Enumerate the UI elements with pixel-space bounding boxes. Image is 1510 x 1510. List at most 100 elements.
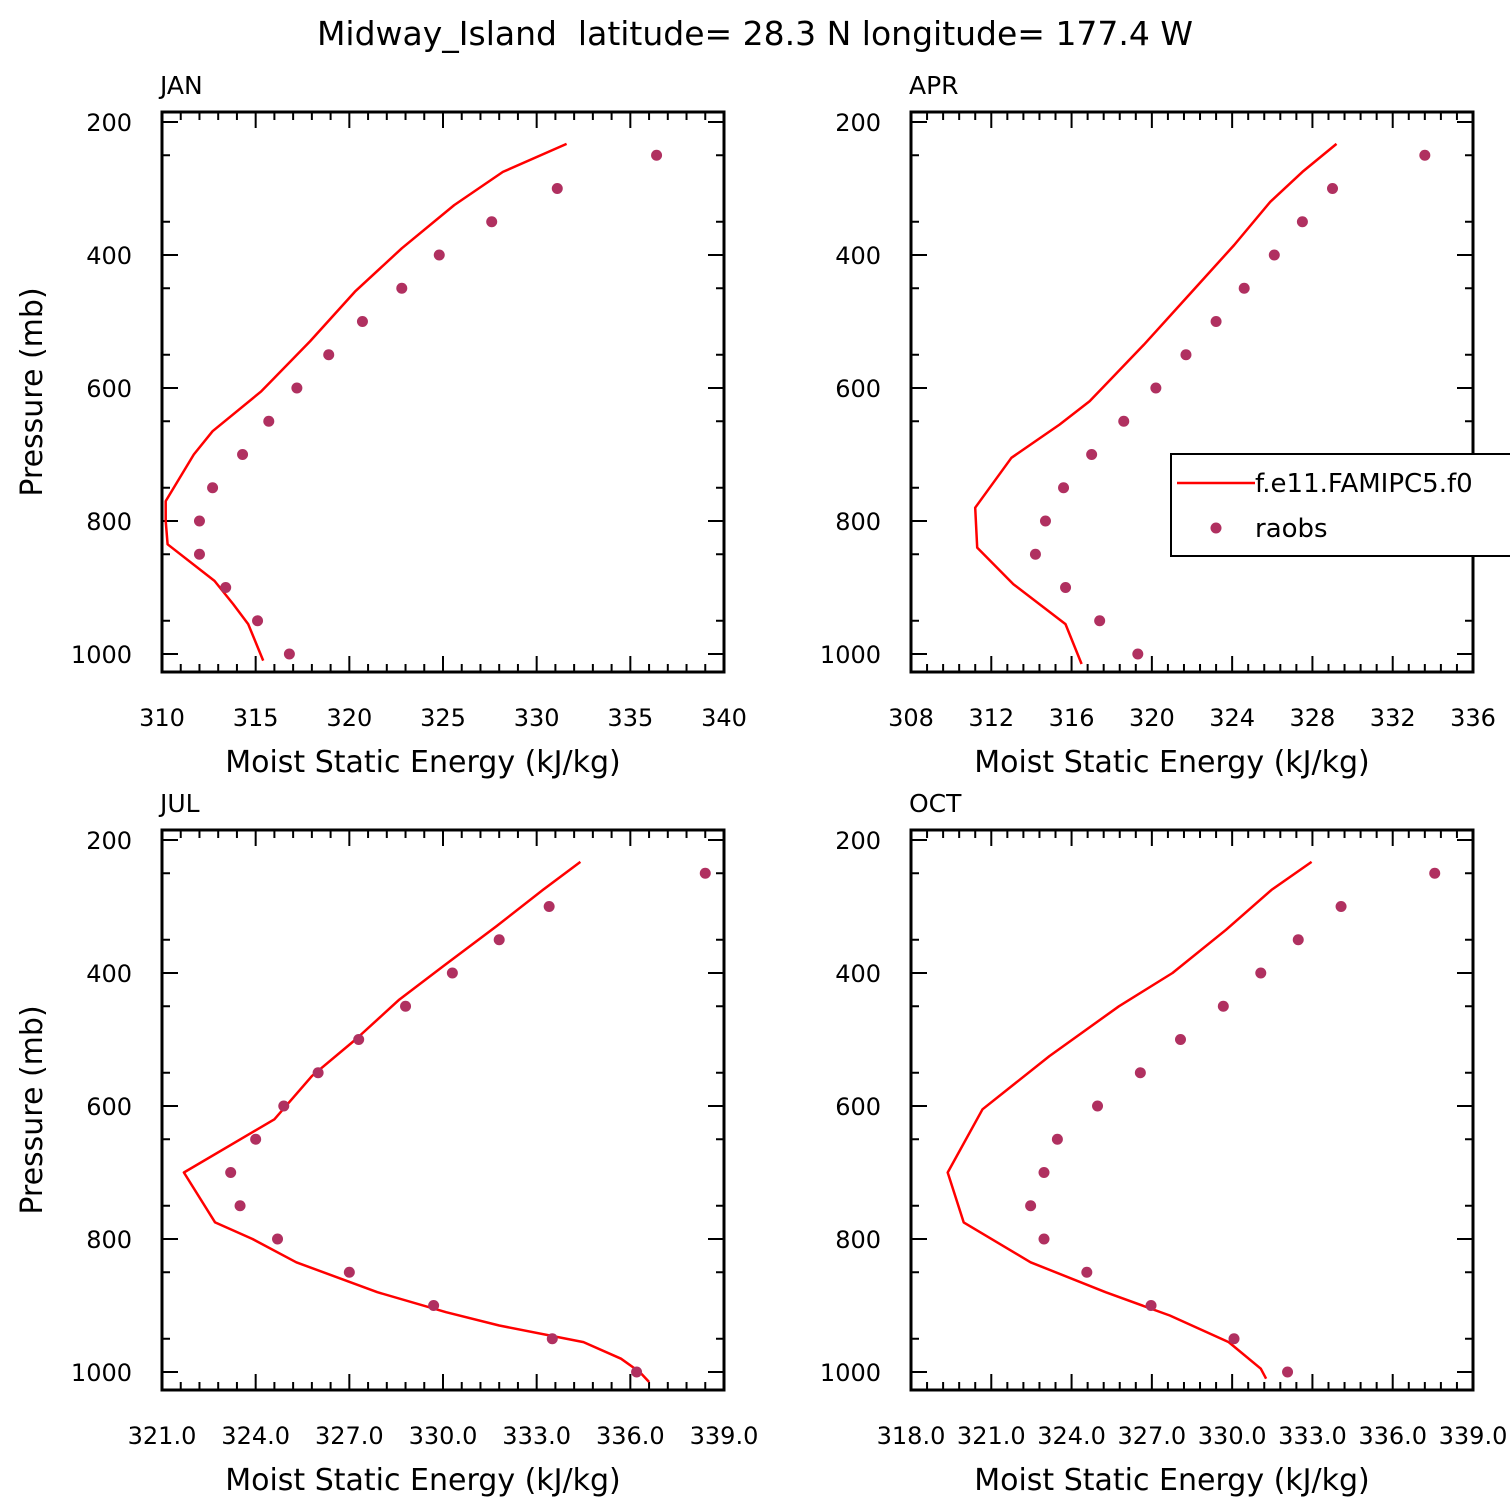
raobs-point xyxy=(252,615,264,627)
x-tick-label: 320 xyxy=(1129,704,1175,732)
panel-oct: OCT 318.0 321.0 324.0 327.0 330.0 333.0 336.0 33… xyxy=(820,789,1507,1498)
raobs-point xyxy=(551,183,563,194)
panel-label: JAN xyxy=(158,71,203,100)
raobs-point xyxy=(1038,1233,1050,1245)
y-tick-label: 1000 xyxy=(820,1359,881,1387)
raobs-point xyxy=(1327,183,1338,194)
raobs-point xyxy=(278,1100,290,1112)
x-tick-label: 335 xyxy=(607,704,653,732)
raobs-point xyxy=(1145,1300,1157,1311)
y-tick-label: 600 xyxy=(835,375,881,403)
raobs-point xyxy=(1086,449,1098,460)
raobs-point xyxy=(272,1233,284,1245)
x-tick-label: 310 xyxy=(139,704,185,732)
x-tick-label: 316 xyxy=(1049,704,1095,732)
x-tick-label: 312 xyxy=(968,704,1014,732)
panel-jul: JUL 321.0 324.0 327.0 330.0 333.0 336.0 339.0 20… xyxy=(15,789,758,1498)
x-tick-label: 324 xyxy=(1209,704,1255,732)
panel-jan: JAN 310 315 320 325 330 335 340 200 400 600 800 1000… xyxy=(15,71,747,780)
raobs-point xyxy=(1038,1167,1050,1178)
plot-area xyxy=(946,860,1441,1380)
x-tick-label: 324.0 xyxy=(221,1422,290,1450)
raobs-point xyxy=(1174,1034,1186,1045)
panel-label: OCT xyxy=(909,789,962,818)
panel-apr: APR 308 312 316 320 324 328 332 336 200 400 600 800 1… xyxy=(820,71,1510,780)
x-axis-label: Moist Static Energy (kJ/kg) xyxy=(225,1463,621,1498)
x-tick-label: 330.0 xyxy=(409,1422,478,1450)
raobs-point xyxy=(283,648,295,660)
raobs-point xyxy=(353,1034,365,1045)
model-line xyxy=(973,142,1338,665)
y-tick-label: 800 xyxy=(86,1226,132,1254)
raobs-point xyxy=(631,1366,643,1378)
plot-frame xyxy=(160,828,726,1392)
y-tick-label: 1000 xyxy=(71,1359,132,1387)
model-line xyxy=(182,860,651,1383)
raobs-point xyxy=(1092,1100,1104,1112)
x-tick-label: 324.0 xyxy=(1037,1422,1106,1450)
raobs-point xyxy=(250,1133,262,1145)
raobs-point xyxy=(323,349,335,361)
raobs-point xyxy=(1025,1200,1037,1212)
x-tick-label: 327.0 xyxy=(315,1422,384,1450)
raobs-point xyxy=(1180,349,1192,361)
legend-marker-swatch xyxy=(1210,522,1222,534)
y-tick-label: 400 xyxy=(835,242,881,270)
x-tick-label: 339.0 xyxy=(690,1422,759,1450)
y-tick-label: 400 xyxy=(86,960,132,988)
raobs-point xyxy=(1429,867,1441,879)
plot-area xyxy=(182,860,711,1383)
raobs-point xyxy=(263,415,275,427)
raobs-point xyxy=(396,282,408,294)
raobs-point xyxy=(1134,1067,1146,1079)
y-tick-label: 400 xyxy=(835,960,881,988)
raobs-point xyxy=(1051,1133,1063,1145)
legend: f.e11.FAMIPC5.f0 raobs xyxy=(1170,453,1510,557)
y-tick-label: 200 xyxy=(835,827,881,855)
raobs-point xyxy=(1238,282,1250,294)
x-tick-label: 333.0 xyxy=(502,1422,571,1450)
legend-label-obs: raobs xyxy=(1255,514,1328,544)
model-line xyxy=(946,860,1313,1380)
raobs-point xyxy=(1060,582,1072,593)
raobs-point xyxy=(433,249,445,261)
x-tick-label: 340 xyxy=(701,704,747,732)
raobs-point xyxy=(1132,648,1144,660)
x-tick-label: 330 xyxy=(514,704,560,732)
raobs-point xyxy=(1029,548,1041,560)
legend-label-model: f.e11.FAMIPC5.f0 xyxy=(1255,469,1473,499)
y-tick-label: 1000 xyxy=(820,641,881,669)
raobs-point xyxy=(1094,615,1106,627)
raobs-point xyxy=(699,867,711,879)
raobs-point xyxy=(1150,382,1162,394)
raobs-point xyxy=(428,1300,440,1311)
y-tick-label: 800 xyxy=(835,508,881,536)
x-tick-label: 332 xyxy=(1370,704,1416,732)
raobs-point xyxy=(1292,934,1304,946)
raobs-point xyxy=(1419,149,1431,161)
x-tick-label: 336.0 xyxy=(596,1422,665,1450)
y-tick-label: 800 xyxy=(86,508,132,536)
plot-frame xyxy=(909,110,1475,674)
raobs-point xyxy=(234,1200,246,1212)
raobs-point xyxy=(1255,967,1267,979)
x-tick-label: 320 xyxy=(326,704,372,732)
raobs-point xyxy=(493,934,505,946)
x-tick-label: 339.0 xyxy=(1439,1422,1508,1450)
y-tick-label: 800 xyxy=(835,1226,881,1254)
raobs-point xyxy=(193,515,205,527)
x-tick-label: 333.0 xyxy=(1278,1422,1347,1450)
raobs-point xyxy=(1217,1000,1229,1012)
raobs-point xyxy=(1118,415,1130,427)
panels: JAN 310 315 320 325 330 335 340 200 400 600 800 1000… xyxy=(15,71,1510,1498)
x-tick-label: 308 xyxy=(888,704,934,732)
x-tick-label: 318.0 xyxy=(877,1422,946,1450)
x-tick-label: 330.0 xyxy=(1198,1422,1267,1450)
raobs-point xyxy=(1282,1366,1294,1378)
raobs-point xyxy=(291,382,303,394)
plot-frame xyxy=(909,828,1475,1392)
x-tick-label: 327.0 xyxy=(1117,1422,1186,1450)
x-tick-label: 321.0 xyxy=(957,1422,1026,1450)
y-tick-label: 600 xyxy=(86,375,132,403)
raobs-point xyxy=(1039,515,1051,527)
